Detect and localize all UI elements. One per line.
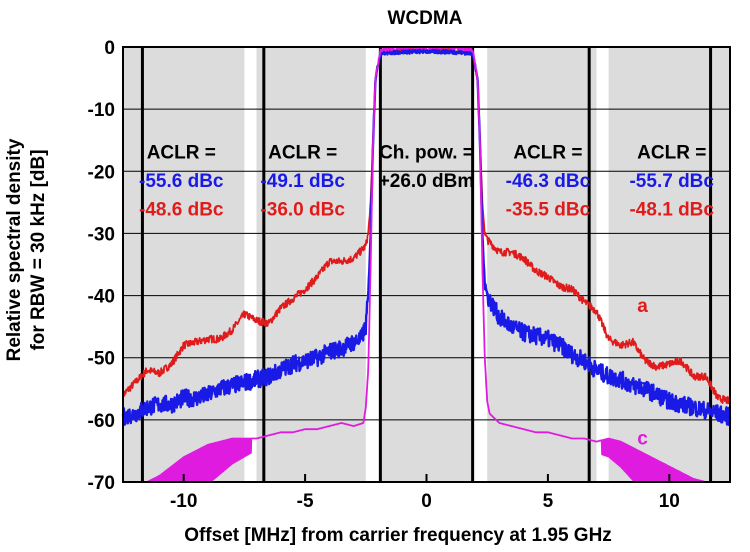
y-tick-label: -20 [88,162,115,183]
y-axis-label-line-1: Relative spectral density [4,138,25,361]
annotation-label: ACLR = [513,142,582,163]
annotation-label: -35.5 dBc [506,200,591,221]
grid [123,108,730,421]
y-tick-label: -60 [88,411,115,432]
annotation-label: -49.1 dBc [260,171,345,192]
axis-ticks: -10 -5 0 5 100-10-20-30-40-50-60-70 [88,38,680,512]
y-tick-label: 0 [104,38,115,59]
x-axis-label: Offset [MHz] from carrier frequency at 1… [184,525,612,546]
annotation-label: -48.1 dBc [629,200,714,221]
x-tick-label: -10 [170,491,197,512]
annotation-label: -46.3 dBc [506,171,591,192]
x-tick-label: -5 [297,491,314,512]
annotations: ACLR = -55.6 dBc -48.6 dBc ACLR = -49.1 dBc -… [139,142,714,449]
y-tick-label: -40 [88,287,115,308]
y-tick-label: -50 [88,349,115,370]
annotation-label: ACLR = [147,142,216,163]
annotation-label: -48.6 dBc [139,200,224,221]
y-tick-label: -70 [88,473,115,494]
annotation-label: Ch. pow. = [379,142,474,163]
shaded-bands [123,47,730,482]
x-tick-label: 5 [543,491,554,512]
curve-label-c: c [637,428,648,449]
y-tick-label: -30 [88,224,115,245]
annotation-label: -55.6 dBc [139,171,224,192]
annotation-label: +26.0 dBm [379,171,475,192]
series-line-b [121,48,732,426]
annotation-label: ACLR = [637,142,706,163]
x-tick-label: 0 [421,491,432,512]
y-axis-label-line-2: for RBW = 30 kHz [dB] [28,149,49,350]
chart-title: WCDMA [388,8,463,29]
y-tick-label: -10 [88,100,115,121]
x-tick-label: 10 [659,491,680,512]
curve-label-a: a [637,296,648,317]
annotation-label: -55.7 dBc [629,171,714,192]
curve-label-b: b [637,377,649,398]
annotation-label: ACLR = [268,142,337,163]
annotation-label: -36.0 dBc [260,200,345,221]
shaded-band [380,47,473,482]
shaded-band [256,47,366,482]
shaded-band [487,47,597,482]
